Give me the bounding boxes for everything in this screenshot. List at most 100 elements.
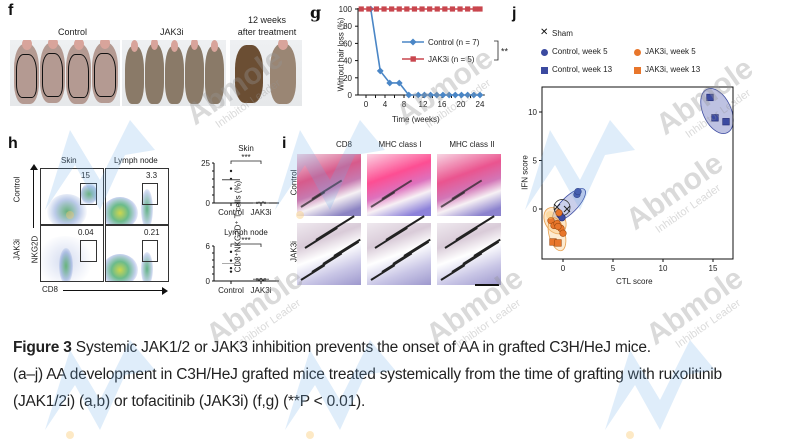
mouse (270, 40, 296, 104)
mouse (185, 40, 204, 104)
scatter-point-square (706, 93, 714, 102)
legend-control-week5: Control, week 5 (552, 47, 608, 56)
flow-plot-control-lymph: 3.3 (105, 168, 169, 225)
plot-frame (541, 86, 734, 260)
h-col-lymph-node: Lymph node (114, 156, 158, 165)
scatter-point-square (711, 114, 719, 122)
control-data-point (433, 91, 441, 99)
scatter-point-circle (554, 222, 562, 231)
j-chart: 0 5 10 15 0 5 10 (528, 86, 734, 273)
arrow-right-icon (162, 287, 168, 295)
gate (142, 183, 158, 205)
jak3i-data-point (366, 6, 372, 12)
significance-bracket (230, 243, 262, 247)
x-tick-label: 0 (561, 264, 566, 273)
h-row-jak3i: JAK3i (12, 239, 22, 260)
y-tick-label: 40 (343, 57, 352, 66)
control-data-point (229, 250, 233, 254)
caption-title: Figure 3 Systemic JAK1/2 or JAK3 inhibit… (13, 339, 651, 357)
h-y-arrow-line (33, 168, 34, 228)
gate (80, 183, 97, 205)
control-data-point (451, 91, 459, 99)
legend-control-week13: Control, week 13 (552, 65, 613, 74)
jak3i-data-point (457, 6, 463, 12)
photo-jak3i-mice (122, 40, 226, 106)
control-data-point (229, 259, 233, 262)
mouse (235, 45, 263, 103)
jak3i-data-point (427, 6, 433, 12)
control-data-point (229, 169, 233, 173)
control-data-point (470, 91, 478, 99)
y-tick-label: 0 (533, 205, 538, 214)
significance-label: *** (241, 236, 250, 245)
j-x-axis-label: CTL score (616, 277, 653, 286)
label-12-weeks: 12 weeks (247, 15, 287, 25)
g-chart: 0 20 40 60 80 100 0 4 8 12 16 20 24 Control (n = 7) JA… (339, 5, 509, 109)
x-tick-label: 24 (476, 100, 485, 109)
gate (80, 240, 97, 262)
mouse (165, 40, 184, 104)
y-tick-label: 80 (343, 22, 352, 31)
jak3i-data-point (419, 6, 425, 12)
scatter-point-circle (559, 229, 567, 237)
h-col-skin: Skin (61, 156, 77, 165)
control-data-point (476, 91, 484, 99)
legend-jak3i-week13: JAK3i, week 13 (645, 65, 701, 74)
flow-plot-control-skin: 15 (40, 168, 104, 225)
label-after-treatment: after treatment (237, 27, 297, 37)
control-data-point (229, 187, 233, 190)
photo-control-mice (10, 40, 120, 106)
square-marker-icon (410, 56, 416, 62)
panel-letter-g: g (310, 3, 322, 22)
y-tick-label: 60 (343, 39, 352, 48)
dotplot-y-tick-label: 0 (206, 199, 211, 208)
h-axis-nkg2d: NKG2D (30, 235, 40, 264)
control-data-point (229, 266, 233, 270)
panel-letter-i: i (282, 135, 287, 152)
x-tick-label: 16 (438, 100, 447, 109)
mouse (40, 40, 65, 103)
histology-control-mhc-ii (437, 154, 501, 216)
h-x-arrow-line (63, 290, 163, 291)
control-data-point (458, 91, 465, 99)
circle-marker-icon (541, 49, 548, 56)
flow-plot-jak3i-lymph: 0.21 (105, 225, 169, 282)
y-tick-label: 5 (533, 157, 538, 166)
scatter-point-circle (555, 209, 563, 217)
jak3i-data-point (472, 6, 478, 12)
flow-plot-jak3i-skin: 0.04 (40, 225, 104, 282)
dotplot-title: Lymph node (224, 228, 268, 237)
mouse (66, 40, 91, 104)
gate-value: 0.04 (78, 228, 94, 237)
panel-letter-j: j (512, 5, 517, 22)
panel-letter-f: f (8, 2, 14, 19)
scatter-point-circle (574, 187, 582, 196)
dotplot-y-tick-label: 0 (206, 277, 211, 286)
diamond-marker-icon (409, 38, 417, 46)
histology-control-cd8 (297, 154, 361, 216)
jak3i-data-point (411, 6, 418, 12)
jak3i-data-point (477, 6, 483, 12)
scatter-point-x (563, 205, 571, 213)
control-data-point (439, 91, 447, 99)
dotplot-y-tick-label: 25 (201, 159, 210, 168)
x-tick-label: 10 (659, 264, 668, 273)
y-tick-label: 10 (528, 108, 537, 117)
dotplot-category-label: JAK3i (251, 208, 272, 217)
control-data-point (414, 91, 422, 99)
x-tick-label: 20 (457, 100, 466, 109)
mouse (14, 40, 39, 104)
x-tick-label: 12 (419, 100, 428, 109)
control-data-point (229, 270, 233, 273)
jak3i-data-point (434, 6, 440, 12)
y-tick-label: 20 (343, 74, 352, 83)
dotplot-category-label: JAK3i (251, 286, 272, 295)
control-data-point (421, 91, 428, 99)
scatter-point-square (722, 118, 730, 126)
control-data-point (427, 91, 434, 99)
jak3i-data-point (373, 6, 380, 12)
g-x-axis-label: Time (weeks) (392, 115, 440, 124)
dotplot-category-label: Control (218, 286, 244, 295)
gate-value: 0.21 (144, 228, 160, 237)
